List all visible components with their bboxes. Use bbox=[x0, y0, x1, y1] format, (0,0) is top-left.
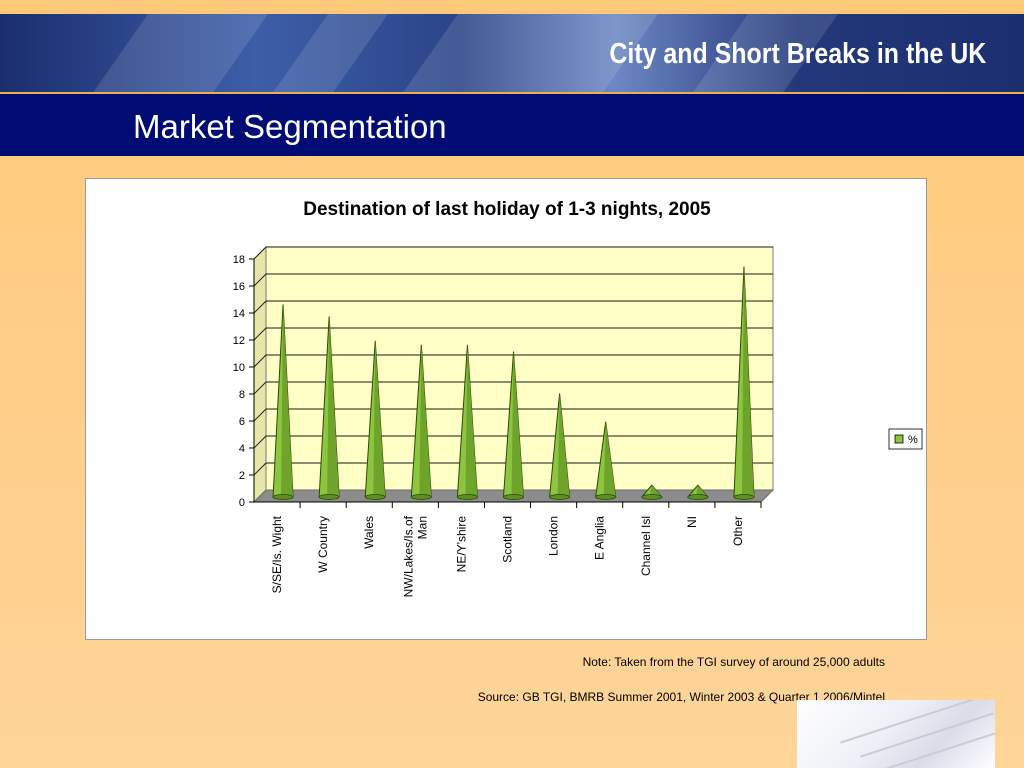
bar-base bbox=[595, 494, 617, 500]
gridline bbox=[253, 300, 773, 314]
y-tick-label: 4 bbox=[239, 443, 245, 455]
y-tick-label: 16 bbox=[233, 281, 245, 293]
bar-shade bbox=[741, 266, 754, 497]
gridline bbox=[253, 327, 773, 341]
bar-base bbox=[457, 494, 478, 500]
y-tick-label: 12 bbox=[233, 335, 245, 347]
x-tick-label: Other bbox=[731, 516, 745, 546]
legend: % bbox=[888, 428, 923, 450]
x-tick-label: NW/Lakes/Is.of bbox=[401, 515, 415, 597]
bar-shade bbox=[603, 421, 616, 497]
gridline bbox=[253, 246, 773, 260]
x-tick-label: W Country bbox=[316, 516, 330, 573]
x-tick-label: Channel Isl bbox=[639, 516, 653, 576]
decorative-corner-image bbox=[797, 700, 995, 768]
x-tick-label: NE/Y'shire bbox=[454, 516, 468, 573]
x-tick-label: Man bbox=[415, 516, 429, 539]
bar-base bbox=[318, 494, 340, 500]
gridline bbox=[253, 408, 773, 422]
x-tick-label: E Anglia bbox=[593, 516, 607, 560]
bar-shade bbox=[419, 344, 432, 497]
bar-shade bbox=[281, 304, 294, 497]
plot-side-wall bbox=[253, 245, 267, 504]
bar-base bbox=[549, 494, 570, 500]
chart-title: Destination of last holiday of 1-3 night… bbox=[303, 199, 711, 220]
gridline bbox=[253, 273, 773, 287]
chart-container: Destination of last holiday of 1-3 night… bbox=[85, 178, 927, 640]
bar-base bbox=[364, 494, 386, 500]
gridline bbox=[253, 354, 773, 368]
y-tick-label: 14 bbox=[233, 308, 245, 320]
bar-base bbox=[733, 494, 755, 500]
bar-base bbox=[687, 494, 709, 500]
bar-shade bbox=[465, 344, 478, 497]
y-tick-label: 0 bbox=[239, 497, 245, 509]
x-tick-label: S/SE/Is. Wight bbox=[270, 515, 284, 593]
bar-shade bbox=[557, 393, 570, 497]
legend-swatch bbox=[894, 434, 904, 444]
bar-base bbox=[410, 494, 432, 500]
bar-shade bbox=[649, 485, 662, 497]
bar-base bbox=[641, 494, 663, 500]
survey-note: Note: Taken from the TGI survey of aroun… bbox=[582, 655, 885, 669]
bar-shade bbox=[327, 316, 340, 497]
bar-base bbox=[272, 494, 294, 500]
bar-shade bbox=[373, 340, 386, 497]
legend-box bbox=[888, 428, 923, 450]
page-title: Market Segmentation bbox=[133, 108, 447, 145]
source-citation: Source: GB TGI, BMRB Summer 2001, Winter… bbox=[477, 690, 885, 704]
y-tick-label: 8 bbox=[239, 389, 245, 401]
title-bar bbox=[0, 94, 1024, 156]
divider-line bbox=[0, 92, 1024, 94]
x-tick-label: Wales bbox=[362, 516, 376, 549]
y-tick-label: 18 bbox=[233, 254, 245, 266]
y-tick-label: 10 bbox=[233, 362, 245, 374]
y-tick-label: 2 bbox=[239, 470, 245, 482]
x-tick-label: London bbox=[547, 516, 561, 556]
bar-shade bbox=[511, 351, 524, 497]
bar-base bbox=[503, 494, 524, 500]
header-banner bbox=[0, 14, 1024, 92]
y-tick-label: 6 bbox=[239, 416, 245, 428]
chart: Destination of last holiday of 1-3 night… bbox=[233, 199, 923, 597]
x-tick-label: NI bbox=[685, 516, 699, 528]
gridline bbox=[253, 381, 773, 395]
bar-shade bbox=[695, 485, 708, 497]
banner-title: City and Short Breaks in the UK bbox=[609, 38, 986, 70]
legend-label: % bbox=[908, 434, 918, 446]
x-tick-label: Scotland bbox=[501, 516, 515, 563]
